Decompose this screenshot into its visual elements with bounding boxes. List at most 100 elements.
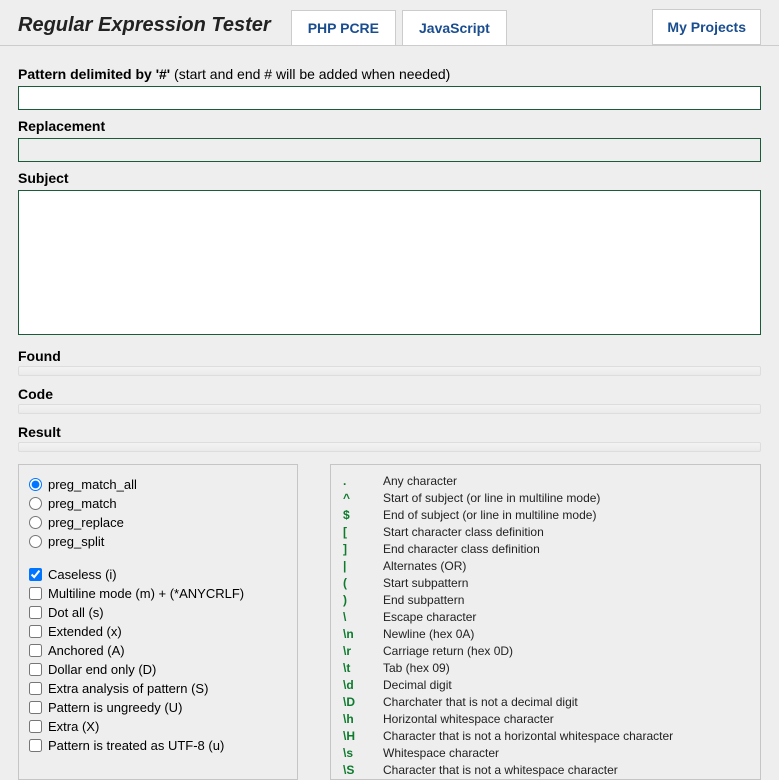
reference-symbol: \h xyxy=(343,711,367,728)
check-row: Caseless (i) xyxy=(29,565,287,584)
header: Regular Expression Tester PHP PCRE JavaS… xyxy=(0,0,779,45)
check-label: Multiline mode (m) + (*ANYCRLF) xyxy=(48,586,244,601)
reference-row: [Start character class definition xyxy=(343,524,748,541)
reference-description: Decimal digit xyxy=(383,677,452,694)
check-label: Extra (X) xyxy=(48,719,99,734)
check-row: Extra (X) xyxy=(29,717,287,736)
reference-symbol: ^ xyxy=(343,490,367,507)
pattern-label-text: Pattern delimited by '#' xyxy=(18,66,170,82)
reference-row: \sWhitespace character xyxy=(343,745,748,762)
check-label: Pattern is treated as UTF-8 (u) xyxy=(48,738,224,753)
reference-row: | Alternates (OR) xyxy=(343,558,748,575)
check-row: Pattern is treated as UTF-8 (u) xyxy=(29,736,287,755)
replacement-label: Replacement xyxy=(18,118,761,134)
reference-symbol: \D xyxy=(343,694,367,711)
reference-panel: . Any character ^ Start of subject (or line… xyxy=(330,464,761,780)
reference-description: Escape character xyxy=(383,609,476,626)
reference-symbol: \t xyxy=(343,660,367,677)
reference-symbol: \s xyxy=(343,745,367,762)
reference-symbol: ) xyxy=(343,592,367,609)
reference-description: Carriage return (hex 0D) xyxy=(383,643,513,660)
check-row: Dot all (s) xyxy=(29,603,287,622)
reference-row: \h Horizontal whitespace character xyxy=(343,711,748,728)
reference-description: Character that is not a whitespace chara… xyxy=(383,762,618,779)
reference-symbol: \n xyxy=(343,626,367,643)
option-checkbox[interactable] xyxy=(29,587,42,600)
reference-symbol: ] xyxy=(343,541,367,558)
reference-row: . Any character xyxy=(343,473,748,490)
my-projects-button[interactable]: My Projects xyxy=(652,9,761,45)
radio-label: preg_match xyxy=(48,496,117,511)
reference-description: End character class definition xyxy=(383,541,540,558)
reference-row: (Start subpattern xyxy=(343,575,748,592)
check-label: Caseless (i) xyxy=(48,567,117,582)
reference-description: Alternates (OR) xyxy=(383,558,466,575)
function-radio[interactable] xyxy=(29,535,42,548)
found-output xyxy=(18,366,761,376)
radio-label: preg_split xyxy=(48,534,104,549)
radio-label: preg_match_all xyxy=(48,477,137,492)
reference-row: \HCharacter that is not a horizontal whi… xyxy=(343,728,748,745)
tab-bar: PHP PCRE JavaScript xyxy=(291,10,507,45)
option-checkbox[interactable] xyxy=(29,720,42,733)
check-label: Dollar end only (D) xyxy=(48,662,156,677)
function-radio[interactable] xyxy=(29,497,42,510)
check-row: Multiline mode (m) + (*ANYCRLF) xyxy=(29,584,287,603)
option-checkbox[interactable] xyxy=(29,663,42,676)
reference-row: \ Escape character xyxy=(343,609,748,626)
function-radio[interactable] xyxy=(29,478,42,491)
option-checkbox[interactable] xyxy=(29,568,42,581)
subject-textarea[interactable] xyxy=(18,190,761,335)
subject-label: Subject xyxy=(18,170,761,186)
reference-symbol: \r xyxy=(343,643,367,660)
option-checkbox[interactable] xyxy=(29,739,42,752)
options-panel: preg_match_allpreg_matchpreg_replacepreg… xyxy=(18,464,298,780)
check-row: Extended (x) xyxy=(29,622,287,641)
reference-description: Newline (hex 0A) xyxy=(383,626,474,643)
reference-symbol: \ xyxy=(343,609,367,626)
reference-row: \r Carriage return (hex 0D) xyxy=(343,643,748,660)
reference-symbol: $ xyxy=(343,507,367,524)
check-row: Dollar end only (D) xyxy=(29,660,287,679)
radio-row: preg_match_all xyxy=(29,475,287,494)
tab-php-pcre[interactable]: PHP PCRE xyxy=(291,10,396,45)
check-label: Anchored (A) xyxy=(48,643,125,658)
reference-row: \D Charchater that is not a decimal digit xyxy=(343,694,748,711)
reference-row: $ End of subject (or line in multiline mo… xyxy=(343,507,748,524)
reference-row: \d Decimal digit xyxy=(343,677,748,694)
radio-row: preg_split xyxy=(29,532,287,551)
reference-symbol: ( xyxy=(343,575,367,592)
reference-row: ] End character class definition xyxy=(343,541,748,558)
reference-row: \SCharacter that is not a whitespace cha… xyxy=(343,762,748,779)
function-radio[interactable] xyxy=(29,516,42,529)
reference-description: End subpattern xyxy=(383,592,464,609)
replacement-input[interactable] xyxy=(18,138,761,162)
code-label: Code xyxy=(18,386,761,402)
reference-description: Charchater that is not a decimal digit xyxy=(383,694,578,711)
reference-description: Start of subject (or line in multiline m… xyxy=(383,490,600,507)
option-checkbox[interactable] xyxy=(29,701,42,714)
reference-description: End of subject (or line in multiline mod… xyxy=(383,507,596,524)
radio-row: preg_match xyxy=(29,494,287,513)
option-checkbox[interactable] xyxy=(29,644,42,657)
option-checkbox[interactable] xyxy=(29,682,42,695)
check-row: Pattern is ungreedy (U) xyxy=(29,698,287,717)
main-form: Pattern delimited by '#' (start and end … xyxy=(0,45,779,452)
pattern-hint: (start and end # will be added when need… xyxy=(170,66,450,82)
reference-description: Any character xyxy=(383,473,457,490)
found-label: Found xyxy=(18,348,761,364)
reference-row: ) End subpattern xyxy=(343,592,748,609)
option-checkbox[interactable] xyxy=(29,606,42,619)
bottom-row: preg_match_allpreg_matchpreg_replacepreg… xyxy=(0,452,779,780)
reference-symbol: . xyxy=(343,473,367,490)
reference-description: Horizontal whitespace character xyxy=(383,711,554,728)
pattern-input[interactable] xyxy=(18,86,761,110)
reference-description: Character that is not a horizontal white… xyxy=(383,728,673,745)
reference-symbol: \d xyxy=(343,677,367,694)
check-label: Pattern is ungreedy (U) xyxy=(48,700,182,715)
option-checkbox[interactable] xyxy=(29,625,42,638)
tab-javascript[interactable]: JavaScript xyxy=(402,10,507,45)
reference-symbol: | xyxy=(343,558,367,575)
reference-row: ^ Start of subject (or line in multiline … xyxy=(343,490,748,507)
pattern-label: Pattern delimited by '#' (start and end … xyxy=(18,66,761,82)
